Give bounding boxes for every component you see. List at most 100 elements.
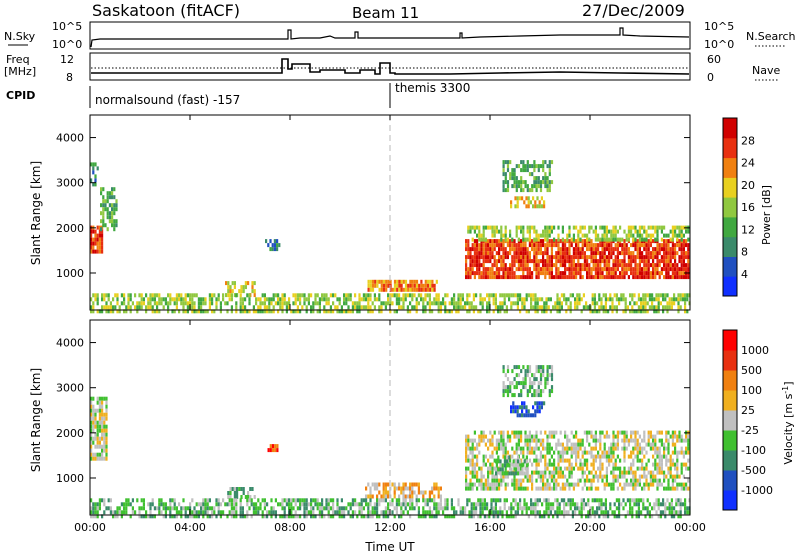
velocity-cell — [395, 502, 398, 507]
velocity-cell — [465, 434, 468, 439]
power-cell — [202, 301, 205, 306]
velocity-cell — [624, 502, 627, 507]
velocity-cell — [514, 510, 517, 515]
velocity-cell — [528, 474, 531, 479]
power-cell — [111, 211, 114, 216]
velocity-cell — [178, 510, 181, 515]
power-cell — [534, 301, 537, 306]
power-cell — [568, 271, 571, 276]
power-cell — [523, 305, 526, 310]
velocity-cell — [371, 506, 374, 511]
power-cell — [581, 233, 584, 238]
velocity-cell — [598, 514, 601, 519]
velocity-cell — [580, 498, 583, 503]
power-cell — [563, 293, 566, 298]
power-cell — [597, 233, 600, 238]
power-cell — [544, 247, 547, 252]
power-cell — [534, 200, 537, 205]
velocity-cell — [625, 482, 628, 487]
power-cell — [305, 305, 308, 310]
power-cell — [667, 243, 670, 248]
velocity-cell — [281, 506, 284, 511]
velocity-cell — [489, 430, 492, 435]
power-cell — [222, 293, 225, 298]
velocity-cell — [531, 482, 534, 487]
velocity-cell — [517, 365, 521, 370]
power-cell — [569, 301, 572, 306]
velocity-cell — [608, 458, 611, 463]
velocity-cell — [636, 438, 639, 443]
velocity-cell — [538, 514, 541, 519]
power-cell — [314, 293, 317, 298]
velocity-cell — [580, 514, 583, 519]
velocity-cell — [472, 514, 475, 519]
power-cell — [638, 259, 641, 264]
velocity-cell — [518, 413, 521, 418]
power-cell — [591, 301, 594, 306]
velocity-cell — [546, 369, 549, 374]
power-cell — [506, 255, 509, 260]
velocity-cell — [473, 482, 476, 487]
power-cell — [491, 267, 494, 272]
power-cell — [167, 301, 170, 306]
velocity-cell — [544, 385, 547, 390]
velocity-colorbar-tick: -25 — [741, 424, 759, 437]
power-cell — [680, 263, 683, 268]
power-cell — [687, 275, 690, 280]
velocity-cell — [433, 502, 436, 507]
power-cell — [536, 305, 539, 310]
power-cell — [671, 243, 674, 248]
power-cell — [513, 180, 516, 185]
velocity-cell — [229, 491, 232, 495]
velocity-cell — [514, 459, 517, 464]
power-cell — [637, 293, 640, 298]
velocity-cell — [575, 462, 578, 467]
velocity-cell — [489, 482, 492, 487]
velocity-cell — [480, 430, 483, 435]
velocity-cell — [180, 514, 183, 519]
velocity-cell — [398, 494, 401, 499]
velocity-cell — [94, 514, 97, 519]
power-cell — [189, 297, 192, 302]
velocity-cell — [665, 446, 668, 451]
power-cell — [599, 263, 602, 268]
velocity-cell — [103, 412, 106, 417]
velocity-cell — [548, 482, 551, 487]
velocity-cell — [526, 446, 529, 451]
power-cell — [526, 267, 529, 272]
power-cell — [406, 305, 409, 310]
power-cell — [252, 305, 255, 310]
power-cell — [373, 293, 376, 298]
power-cell — [649, 237, 652, 242]
power-cell — [98, 241, 101, 246]
power-cell — [244, 285, 247, 290]
power-cell — [676, 251, 679, 256]
power-cell — [426, 287, 430, 292]
power-cell — [520, 251, 523, 256]
power-cell — [116, 301, 119, 306]
power-cell — [680, 251, 683, 256]
power-cell — [669, 263, 672, 268]
velocity-cell — [281, 498, 284, 503]
power-cell — [487, 255, 490, 260]
velocity-cell — [564, 450, 567, 455]
power-cell — [565, 309, 568, 314]
velocity-cell — [283, 498, 286, 503]
power-cell — [516, 196, 519, 201]
velocity-cell — [558, 510, 561, 515]
velocity-cell — [92, 506, 95, 511]
velocity-cell — [553, 478, 556, 483]
velocity-cell — [498, 486, 501, 491]
power-cell — [380, 279, 383, 284]
power-cell — [502, 184, 505, 189]
power-cell — [424, 283, 427, 288]
power-cell — [611, 305, 614, 310]
power-cell — [482, 225, 485, 230]
power-cell — [685, 275, 688, 280]
velocity-cell — [98, 420, 101, 425]
power-cell — [666, 301, 669, 306]
velocity-cell — [105, 408, 108, 413]
power-cell — [402, 279, 405, 284]
velocity-cell — [491, 442, 494, 447]
power-cell — [577, 233, 580, 238]
